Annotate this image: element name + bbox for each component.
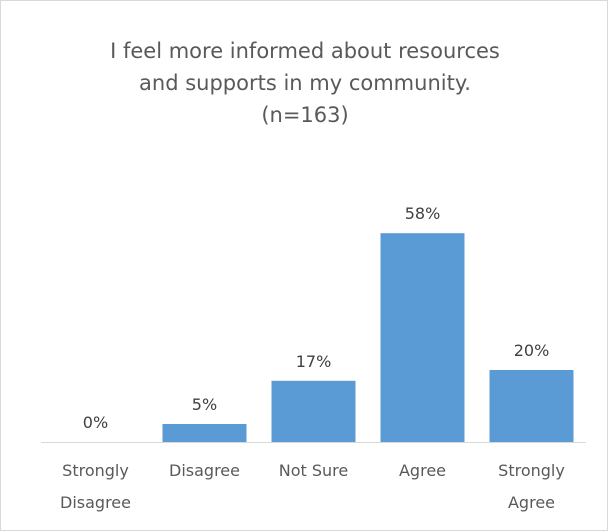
bar-not-sure — [271, 380, 356, 442]
bar-agree — [380, 233, 465, 442]
data-label-disagree: 5% — [192, 395, 217, 414]
x-tick-label-strongly-agree: Strongly Agree — [498, 461, 565, 512]
data-label-agree: 58% — [405, 204, 441, 223]
x-tick-label-disagree: Disagree — [169, 461, 240, 480]
chart-title: I feel more informed about resources and… — [110, 39, 500, 127]
x-tick-label-strongly-disagree: Strongly Disagree — [60, 461, 131, 512]
data-label-not-sure: 17% — [296, 352, 332, 371]
data-label-strongly-agree: 20% — [514, 341, 550, 360]
bar-disagree — [162, 424, 247, 442]
data-label-strongly-disagree: 0% — [83, 413, 108, 432]
x-tick-labels-layer: Strongly Disagree Disagree Not Sure Agree Str… — [60, 461, 565, 512]
data-labels-layer: 0% 5% 17% 58% 20% — [83, 204, 549, 432]
bar-strongly-agree — [489, 370, 574, 442]
x-tick-label-agree: Agree — [399, 461, 446, 480]
x-tick-label-not-sure: Not Sure — [279, 461, 348, 480]
bars-layer — [162, 233, 574, 442]
